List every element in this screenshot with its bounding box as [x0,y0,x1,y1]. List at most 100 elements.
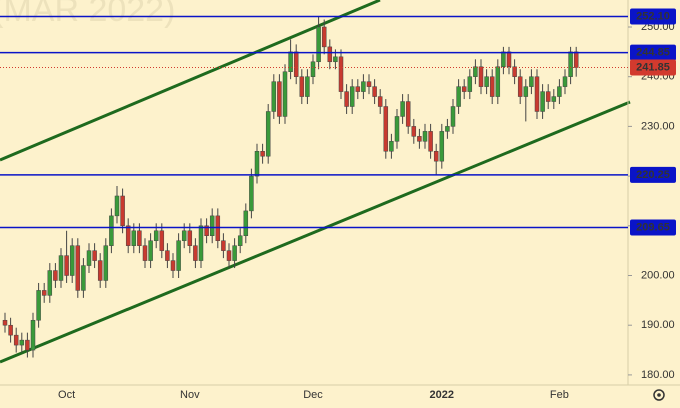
candle-body [327,46,333,63]
candle-body [288,51,293,72]
candle-body [422,131,428,142]
candle-body [534,76,540,112]
candle-body [249,175,254,212]
candle-body [495,66,501,97]
level-label-box [630,219,676,236]
x-tick-label: Feb [550,389,569,401]
candle-body [349,86,355,107]
candle-body [377,96,383,107]
candle-body [193,245,198,261]
candle-body [394,116,400,142]
candle-body [53,270,58,281]
candle-body [316,26,321,63]
candle-body [501,51,506,68]
candle-body [260,150,265,157]
candle-body [405,101,411,127]
candle-body [305,76,310,97]
candle-body [523,86,529,97]
candle-body [450,106,456,127]
candle-body [456,86,461,107]
candle-body [489,76,495,97]
candle-body [361,81,366,92]
candle-body [254,150,260,177]
candle-body [64,255,69,276]
candle-body [237,235,243,246]
candle-body [187,230,193,246]
chart-title: S (MAR 2022) [0,0,175,29]
candle-body [8,324,13,336]
candle-body [355,86,361,92]
candle-body [75,245,81,291]
settings-icon[interactable] [653,389,665,401]
candle-body [293,51,299,77]
candle-body [153,230,159,241]
candle-body [243,210,249,236]
candle-body [433,150,439,162]
x-tick-label: Dec [303,389,323,401]
candle-body [568,51,573,77]
candle-body [181,230,187,241]
candle-body [114,195,120,217]
candle-body [170,260,176,271]
candle-body [411,126,417,137]
candle-body [467,76,473,92]
candle-body [517,76,523,97]
candle-body [439,131,445,162]
candle-body [545,91,551,102]
candle-body [103,245,109,281]
candle-body [271,81,277,112]
candle-body [86,250,92,266]
level-label: 220.25 [636,169,670,181]
candle-body [25,339,30,351]
candle-body [226,250,232,261]
candle-body [473,66,478,77]
candle-body [81,265,86,291]
candle-body [148,240,153,261]
last-price-label: 241.85 [636,61,670,73]
candle-body [506,51,512,68]
candle-body [41,290,47,296]
candle-body [69,245,75,276]
candle-body [562,76,568,87]
candle-body [551,96,557,102]
candle-body [478,66,484,87]
candle-body [299,76,305,97]
candle-body [159,230,165,251]
y-tick-label: 200.00 [641,269,675,281]
candle-body [557,86,562,97]
candle-body [383,106,389,152]
x-tick-label: Nov [180,389,200,401]
level-label: 209.65 [636,221,670,233]
candle-body [400,101,405,117]
x-tick-label: 2022 [430,389,454,401]
last-price-box [630,59,676,76]
level-label-box [630,166,676,183]
candle-body [512,66,517,77]
candle-body [344,91,349,107]
trend-line [0,0,381,162]
candle-body [165,250,170,261]
candle-body [30,319,36,351]
candle-body [277,81,282,117]
candle-body [417,136,422,142]
candle-body [310,61,316,77]
candle-body [198,225,204,261]
level-label-box [630,8,676,25]
candle-body [221,240,226,251]
candle-body [92,250,97,261]
candle-body [109,215,114,246]
candle-body [445,126,450,132]
candle-body [131,230,137,246]
candle-body [204,225,209,236]
candle-body [372,86,377,97]
candle-body [529,76,534,87]
y-tick-label: 180.00 [641,369,675,381]
candle-body [282,71,288,117]
candle-body [19,339,25,346]
candle-body [137,230,142,246]
candle-body [338,56,344,92]
candle-body [232,245,237,261]
candle-body [58,255,64,281]
candle-body [13,334,19,346]
